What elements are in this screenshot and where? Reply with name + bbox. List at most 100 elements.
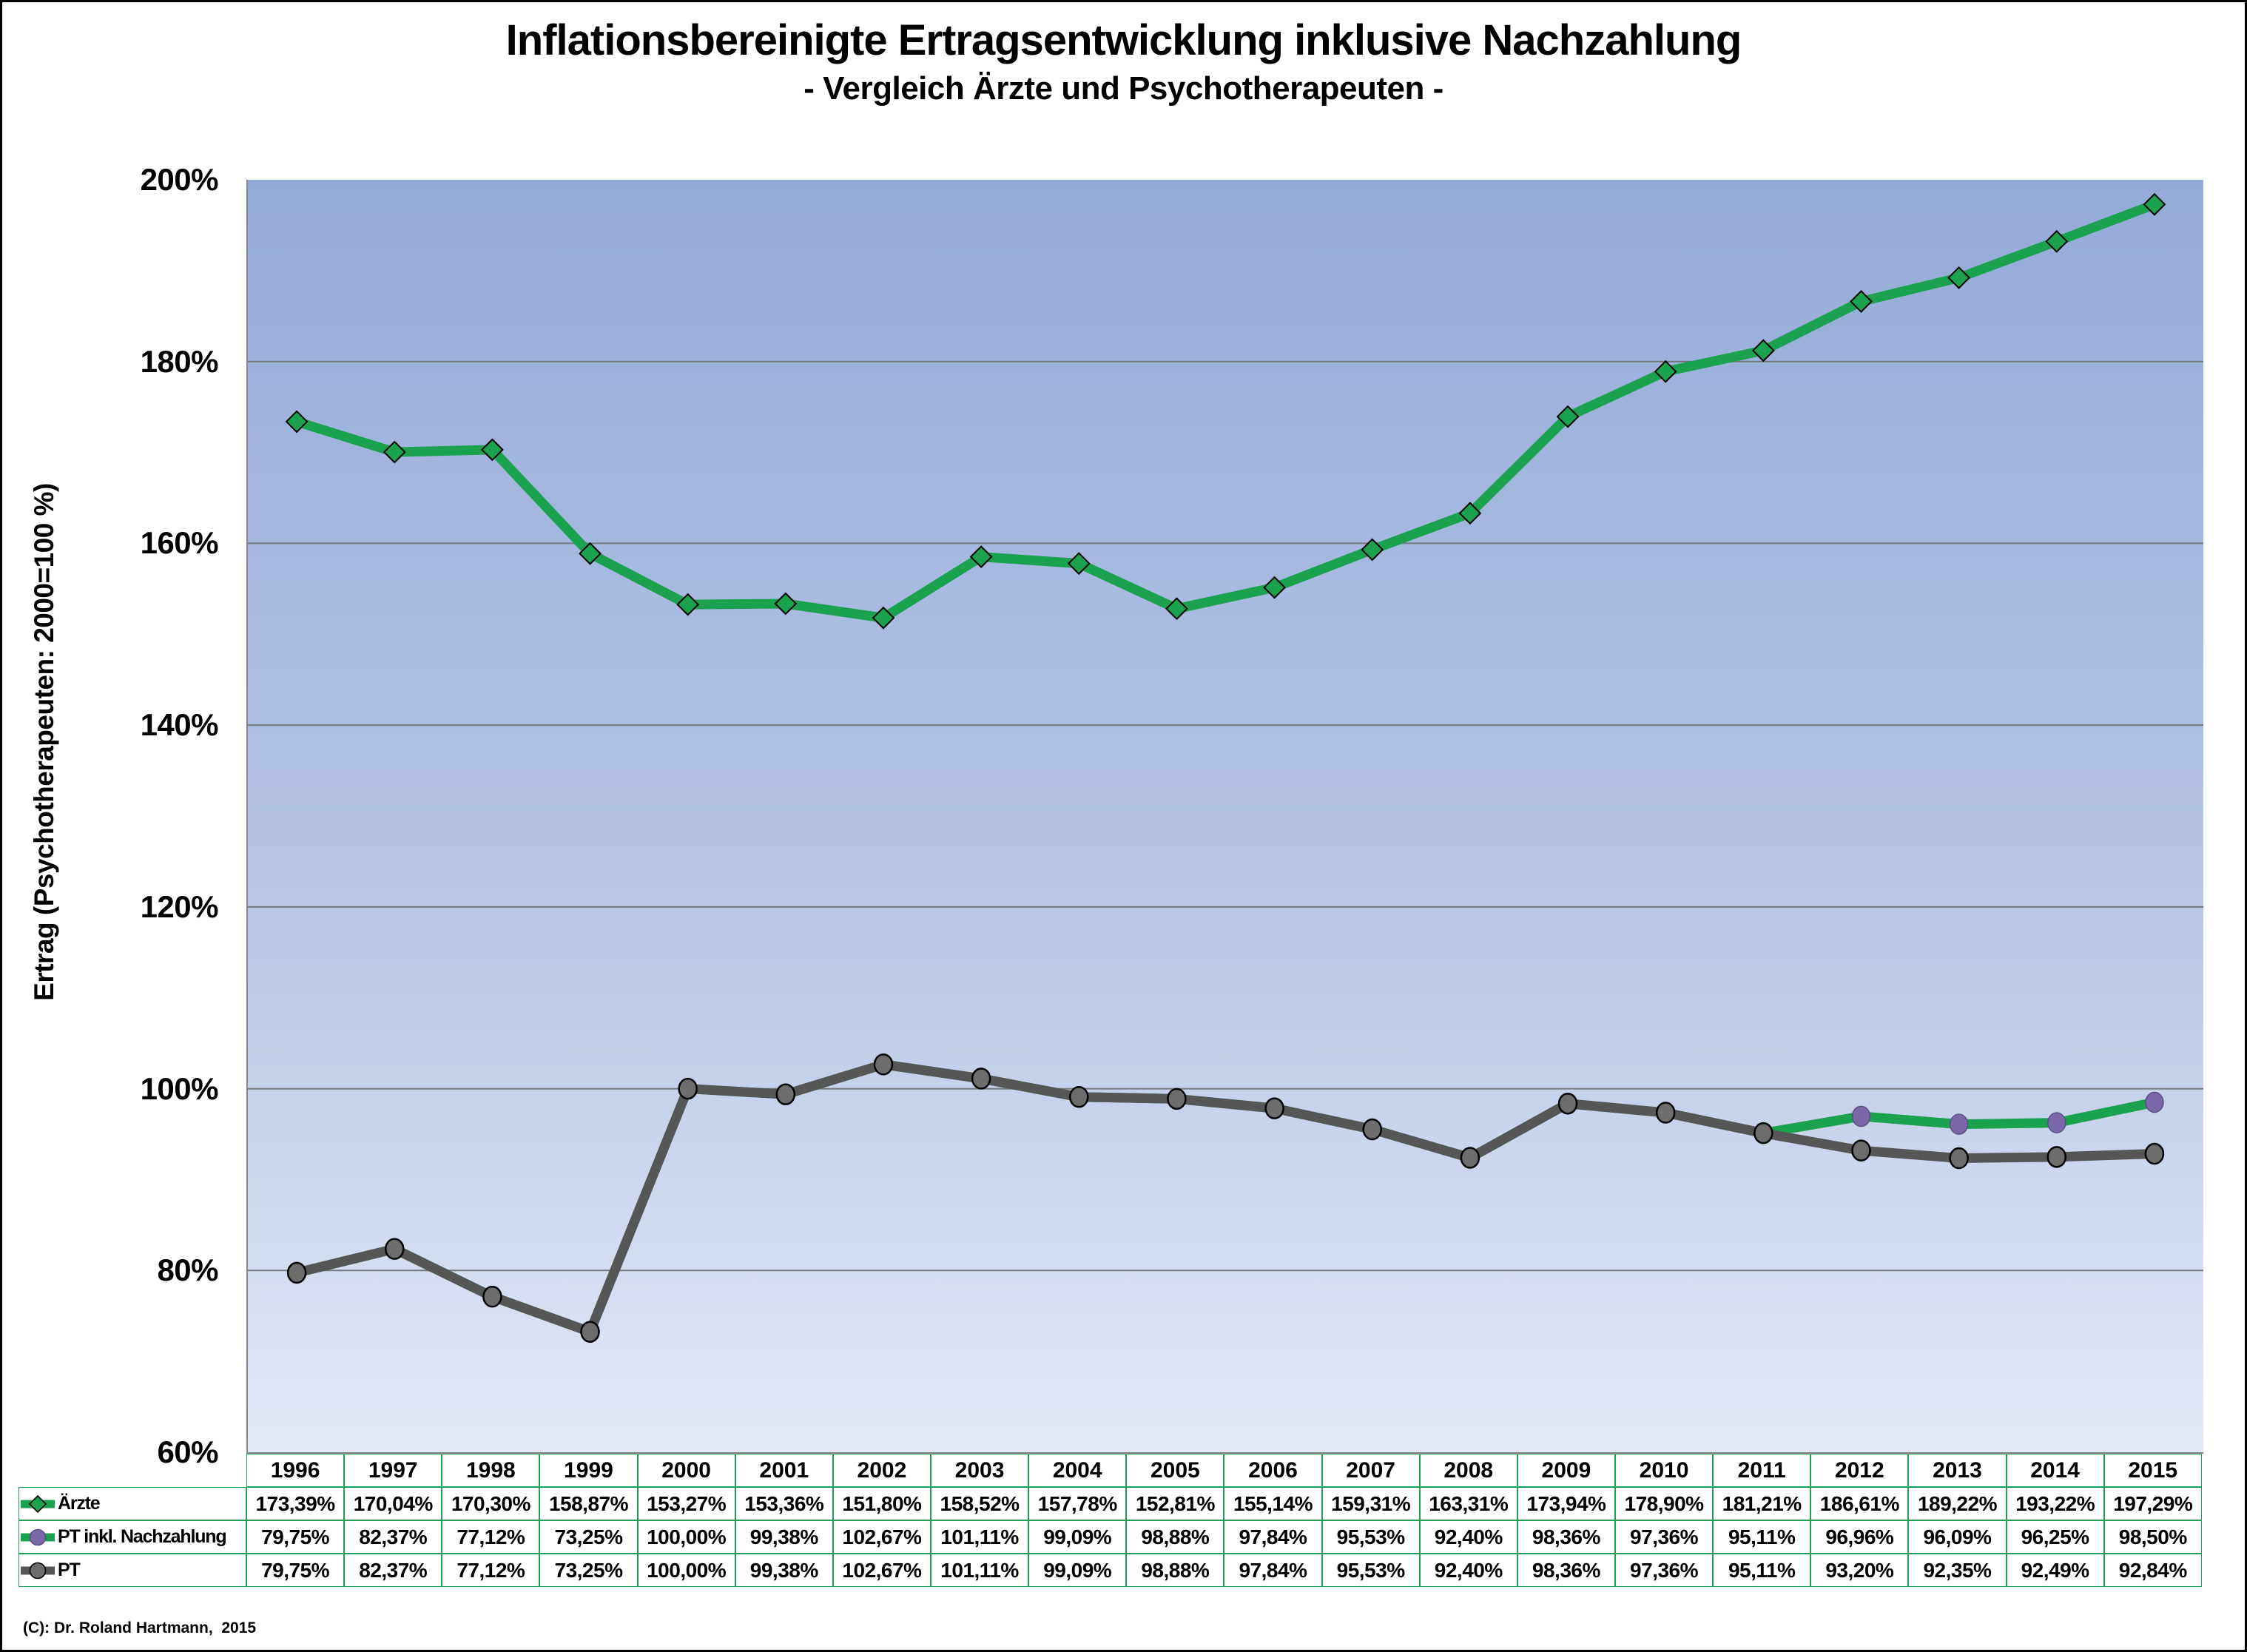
value-cell-pt: 98,88% [1126, 1554, 1224, 1587]
marker-aerzte [872, 606, 895, 630]
year-header-cell: 2004 [1028, 1454, 1127, 1487]
value-cell-pt: 73,25% [539, 1554, 638, 1587]
value-cell-pt-inkl-nachzahlung: 95,11% [1713, 1520, 1811, 1554]
marker-pt [482, 1285, 502, 1308]
marker-aerzte [1556, 405, 1580, 428]
legend-marker [29, 1528, 47, 1545]
legend-label: Ärzte [58, 1493, 101, 1514]
value-cell-pt-inkl-nachzahlung: 102,67% [832, 1520, 931, 1554]
value-cell-aerzte: 153,27% [637, 1487, 735, 1520]
value-cell-aerzte: 189,22% [1908, 1487, 2007, 1520]
value-cell-pt: 79,75% [246, 1554, 345, 1587]
series-aerzte [285, 192, 2166, 630]
value-cell-pt: 92,49% [2006, 1554, 2104, 1587]
value-cell-pt-inkl-nachzahlung: 98,36% [1517, 1520, 1615, 1554]
value-cell-pt: 98,36% [1517, 1554, 1615, 1587]
chart-svg [248, 192, 2203, 1343]
marker-pt [971, 1068, 991, 1090]
y-tick-label: 160% [140, 525, 219, 561]
plot-area [246, 180, 2203, 1454]
legend-cell-aerzte: Ärzte [18, 1487, 246, 1520]
value-cell-aerzte: 170,30% [442, 1487, 540, 1520]
year-header-cell: 2014 [2006, 1454, 2104, 1487]
marker-pt-inkl-nachzahlung [1949, 1113, 1969, 1135]
value-cell-aerzte: 173,39% [246, 1487, 345, 1520]
year-header-cell: 1999 [539, 1454, 638, 1487]
marker-pt [1655, 1102, 1676, 1124]
value-cell-aerzte: 155,14% [1224, 1487, 1322, 1520]
marker-pt [286, 1261, 307, 1284]
year-header-cell: 1996 [246, 1454, 345, 1487]
value-cell-pt-inkl-nachzahlung: 99,38% [735, 1520, 833, 1554]
value-cell-aerzte: 157,78% [1028, 1487, 1127, 1520]
value-cell-pt-inkl-nachzahlung: 95,53% [1321, 1520, 1420, 1554]
marker-pt-inkl-nachzahlung [1851, 1105, 1871, 1127]
marker-pt [2046, 1146, 2067, 1168]
y-tick-label: 200% [140, 162, 219, 197]
series-line-aerzte [295, 200, 2157, 623]
marker-aerzte [1850, 290, 1873, 313]
legend-label: PT [58, 1560, 81, 1580]
value-cell-pt-inkl-nachzahlung: 101,11% [930, 1520, 1029, 1554]
value-cell-pt: 92,84% [2103, 1554, 2202, 1587]
year-header-cell: 2010 [1614, 1454, 1714, 1487]
year-header-cell: 2013 [1908, 1454, 2007, 1487]
marker-pt [580, 1321, 600, 1343]
value-cell-pt-inkl-nachzahlung: 100,00% [637, 1520, 735, 1554]
year-header-cell: 1998 [442, 1454, 540, 1487]
year-header-cell: 2006 [1224, 1454, 1322, 1487]
marker-pt [1362, 1118, 1382, 1141]
marker-aerzte [676, 593, 700, 616]
marker-pt-inkl-nachzahlung [2047, 1112, 2066, 1133]
value-cell-pt-inkl-nachzahlung: 97,84% [1224, 1520, 1322, 1554]
value-cell-pt: 92,40% [1419, 1554, 1517, 1587]
marker-pt [775, 1083, 796, 1105]
value-cell-pt-inkl-nachzahlung: 96,25% [2006, 1520, 2104, 1554]
value-cell-pt: 82,37% [344, 1554, 442, 1587]
marker-pt [384, 1238, 405, 1260]
value-cell-aerzte: 158,87% [539, 1487, 638, 1520]
marker-pt [1167, 1088, 1187, 1110]
legend-icon-pt-inkl-nachzahlung [21, 1528, 55, 1545]
year-header-cell: 1997 [344, 1454, 442, 1487]
marker-aerzte [2143, 192, 2166, 216]
value-cell-pt-inkl-nachzahlung: 96,96% [1810, 1520, 1909, 1554]
value-cell-pt-inkl-nachzahlung: 98,88% [1126, 1520, 1224, 1554]
marker-aerzte [774, 592, 798, 616]
legend-marker [28, 1494, 47, 1513]
year-header-cell: 2001 [735, 1454, 833, 1487]
value-cell-pt: 97,84% [1224, 1554, 1322, 1587]
value-cell-pt: 102,67% [832, 1554, 931, 1587]
marker-aerzte [480, 438, 504, 462]
value-cell-pt-inkl-nachzahlung: 77,12% [442, 1520, 540, 1554]
marker-aerzte [1654, 360, 1677, 383]
y-tick-label: 60% [157, 1434, 218, 1469]
value-cell-pt-inkl-nachzahlung: 99,09% [1028, 1520, 1127, 1554]
marker-aerzte [1361, 538, 1384, 562]
marker-aerzte [1165, 597, 1188, 621]
marker-pt [873, 1053, 894, 1076]
table-year-header-row: 1996 1997 1998 1999 2000 2001 2002 2003 2004 2005… [246, 1454, 2202, 1487]
value-cell-aerzte: 158,52% [930, 1487, 1029, 1520]
year-header-cell: 2000 [637, 1454, 735, 1487]
year-header-cell: 2011 [1713, 1454, 1811, 1487]
value-cell-aerzte: 193,22% [2006, 1487, 2104, 1520]
y-tick-label: 120% [140, 889, 219, 924]
legend-cell-pt-inkl-nachzahlung: PT inkl. Nachzahlung [18, 1520, 246, 1554]
value-cell-pt: 93,20% [1810, 1554, 1909, 1587]
marker-aerzte [1263, 576, 1286, 599]
y-tick-label: 80% [157, 1253, 218, 1288]
value-cell-pt-inkl-nachzahlung: 79,75% [246, 1520, 345, 1554]
year-header-cell: 2008 [1419, 1454, 1517, 1487]
marker-aerzte [579, 542, 602, 565]
year-header-cell: 2003 [930, 1454, 1029, 1487]
value-cell-aerzte: 197,29% [2103, 1487, 2202, 1520]
chart-subtitle: - Vergleich Ärzte und Psychotherapeuten … [804, 70, 1443, 107]
value-cell-aerzte: 186,61% [1810, 1487, 1909, 1520]
marker-aerzte [969, 545, 993, 569]
marker-aerzte [2045, 229, 2069, 253]
marker-aerzte [1947, 266, 1971, 289]
y-tick-label: 180% [140, 343, 219, 379]
marker-pt [678, 1077, 698, 1100]
legend-icon-aerzte [21, 1494, 55, 1513]
